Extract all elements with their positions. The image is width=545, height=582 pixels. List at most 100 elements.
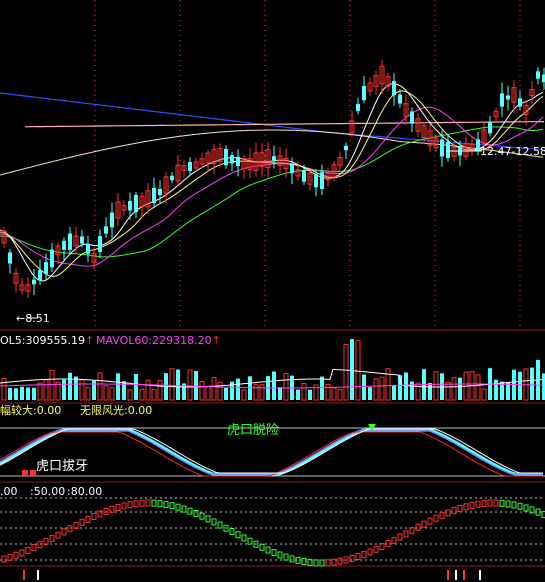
volume-bar-up [325, 383, 331, 401]
candle-body-down [536, 71, 540, 79]
lower-bar [529, 506, 535, 514]
volume-bar-up [337, 388, 343, 401]
candle-body-up [283, 158, 289, 170]
volume-label: OL5:309555.19↑ [0, 334, 95, 347]
candle-body-down [104, 226, 108, 234]
lower-label-0: .00 [0, 485, 18, 498]
volume-bar-down [122, 381, 126, 400]
volume-bar-up [373, 378, 379, 401]
lower-bar [379, 542, 385, 550]
candle-body-down [392, 80, 396, 96]
volume-bar-down [428, 383, 432, 400]
lower-bar [385, 539, 391, 547]
volume-bar-up [331, 387, 337, 401]
lower-indicator-panel[interactable] [0, 497, 545, 580]
volume-bar-up [451, 377, 457, 401]
indicator-label-right: 无限风光:0.00 [80, 404, 153, 417]
candle-body-down [542, 74, 545, 83]
indicator-panel[interactable] [0, 424, 545, 477]
volume-bar-down [494, 379, 498, 400]
candle-body-down [356, 103, 360, 112]
candle-body-up [481, 129, 487, 144]
candle-body-up [115, 201, 121, 219]
lower-bar [205, 515, 211, 523]
lower-bar [421, 520, 427, 528]
lower-bar [73, 521, 79, 529]
candle-body-up [145, 190, 151, 208]
volume-bar-down [62, 379, 66, 400]
candle-body-down [410, 111, 414, 124]
volume-bar-down [176, 369, 180, 400]
candle-body-up [205, 152, 211, 164]
lower-bar [481, 499, 487, 507]
candle-body-down [500, 93, 504, 107]
candle-body-up [139, 195, 145, 208]
candle-body-up [529, 88, 535, 97]
volume-bar-down [320, 376, 324, 400]
volume-bar-up [109, 387, 115, 401]
lower-bar [319, 559, 325, 567]
lower-bar [289, 555, 295, 563]
candle-body-up [325, 172, 331, 181]
lower-bar [37, 541, 43, 549]
candle-body-down [86, 244, 90, 254]
lower-bar [169, 502, 175, 510]
candle-body-down [272, 156, 276, 162]
buy-arrow-icon [368, 424, 376, 431]
volume-bar-up [241, 389, 247, 401]
volume-bar-down [20, 386, 24, 400]
candle-body-up [415, 118, 421, 132]
price-panel[interactable] [0, 60, 545, 299]
candle-body-down [170, 175, 174, 181]
lower-bar [427, 517, 433, 525]
lower-bar [277, 551, 283, 559]
candle-body-up [199, 158, 205, 165]
lower-bar [175, 503, 181, 511]
candle-body-down [8, 252, 12, 264]
lower-bar [307, 558, 313, 566]
volume-bar-up [343, 343, 349, 401]
candle-body-down [320, 172, 324, 190]
lower-bar [331, 558, 337, 566]
lower-bar [259, 543, 265, 551]
vertical-grid [94, 0, 521, 328]
ma-line-pink [24, 121, 544, 128]
candle-body-up [379, 65, 385, 85]
volume-bar-up [127, 389, 133, 401]
candle-body-up [175, 164, 181, 182]
volume-bar-down [398, 375, 402, 400]
lower-bar [349, 554, 355, 562]
volume-bar-down [116, 373, 120, 400]
lower-bar [181, 505, 187, 513]
candle-body-down [98, 236, 102, 252]
bottom-signal-ticks [23, 570, 481, 580]
lower-bar [79, 518, 85, 526]
candle-body-down [68, 233, 72, 250]
candle-body-up [55, 245, 61, 256]
volume-bar-up [103, 385, 109, 401]
candle-body-down [506, 95, 510, 100]
lower-dashed-grid [0, 497, 545, 561]
volume-bar-down [74, 376, 78, 400]
volume-bar-up [37, 382, 43, 401]
volume-bar-down [182, 383, 186, 400]
ma-line-blue [0, 92, 544, 151]
candle-body-down [50, 249, 54, 268]
volume-bar-up [85, 387, 91, 401]
lower-bar [67, 525, 73, 533]
lower-bar [463, 503, 469, 511]
volume-bar-up [199, 381, 205, 401]
lower-bar [433, 514, 439, 522]
candle-body-down [344, 145, 348, 151]
lower-bar [97, 510, 103, 518]
lower-bar [43, 538, 49, 546]
volume-bar-down [362, 374, 366, 400]
volume-bar-up [433, 371, 439, 401]
lower-bar [487, 499, 493, 507]
lower-bar [211, 518, 217, 526]
candlesticks[interactable] [1, 60, 545, 299]
volume-bar-up [217, 381, 223, 401]
candle-body-up [337, 157, 343, 166]
volume-panel[interactable] [0, 339, 545, 401]
